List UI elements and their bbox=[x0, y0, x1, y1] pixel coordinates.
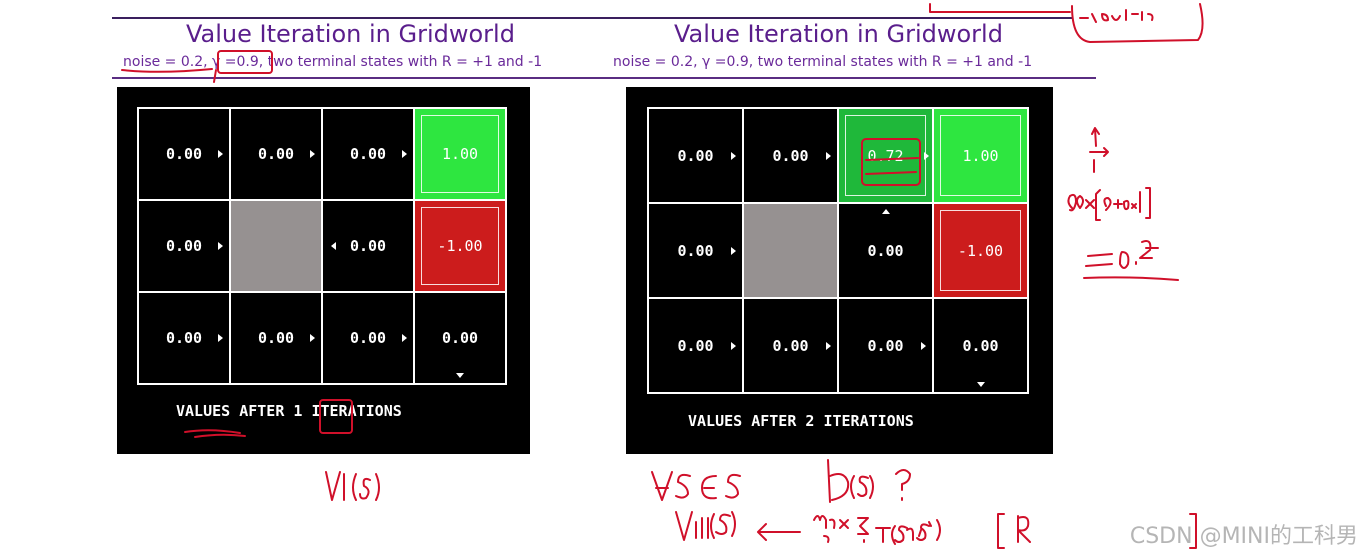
arrow-right-icon bbox=[826, 151, 831, 160]
arrow-down-icon bbox=[456, 373, 464, 378]
cell-r0c0: 0.00 bbox=[139, 109, 229, 199]
slide1-title: Value Iteration in Gridworld bbox=[186, 20, 515, 48]
slide2-gridworld-panel: 0.00 0.00 0.72 1.00 0.00 0.00 -1.00 0.00… bbox=[626, 87, 1053, 454]
arrow-right-icon bbox=[310, 150, 315, 158]
arrow-right-icon bbox=[731, 151, 736, 160]
arrow-up-icon bbox=[881, 209, 890, 214]
arrow-right-icon bbox=[924, 151, 929, 160]
bottom-rule bbox=[112, 77, 1096, 79]
slide2-caption: VALUES AFTER 2 ITERATIONS bbox=[688, 412, 914, 430]
arrow-left-icon bbox=[331, 242, 336, 250]
cell-wall bbox=[231, 201, 321, 291]
slide1-grid: 0.00 0.00 0.00 1.00 0.00 0.00 -1.00 0.00… bbox=[137, 107, 507, 385]
cell-r0c1: 0.00 bbox=[744, 109, 837, 202]
top-rule bbox=[112, 17, 1072, 19]
arrow-right-icon bbox=[218, 242, 223, 250]
cell-r0c0: 0.00 bbox=[649, 109, 742, 202]
cell-pit: -1.00 bbox=[415, 201, 505, 291]
cell-wall bbox=[744, 204, 837, 297]
arrow-right-icon bbox=[921, 341, 926, 350]
cell-r1c0: 0.00 bbox=[649, 204, 742, 297]
cell-r1c0: 0.00 bbox=[139, 201, 229, 291]
arrow-right-icon bbox=[731, 341, 736, 350]
slide1-caption: VALUES AFTER 1 ITERATIONS bbox=[176, 402, 402, 420]
cell-r1c2: 0.00 bbox=[323, 201, 413, 291]
slide1-subtitle: noise = 0.2, γ =0.9, two terminal states… bbox=[123, 54, 543, 70]
slide2-grid: 0.00 0.00 0.72 1.00 0.00 0.00 -1.00 0.00… bbox=[647, 107, 1029, 394]
cell-r2c0: 0.00 bbox=[139, 293, 229, 383]
cell-r0c2: 0.72 bbox=[839, 109, 932, 202]
cell-r1c2: 0.00 bbox=[839, 204, 932, 297]
cell-r2c1: 0.00 bbox=[231, 293, 321, 383]
cell-r2c3: 0.00 bbox=[415, 293, 505, 383]
arrow-right-icon bbox=[826, 341, 831, 350]
cell-r2c0: 0.00 bbox=[649, 299, 742, 392]
cell-r2c1: 0.00 bbox=[744, 299, 837, 392]
arrow-right-icon bbox=[218, 334, 223, 342]
cell-goal: 1.00 bbox=[934, 109, 1027, 202]
cell-r2c2: 0.00 bbox=[839, 299, 932, 392]
cell-r2c2: 0.00 bbox=[323, 293, 413, 383]
cell-pit: -1.00 bbox=[934, 204, 1027, 297]
slide2-title: Value Iteration in Gridworld bbox=[674, 20, 1003, 48]
arrow-right-icon bbox=[731, 246, 736, 255]
slide1-gridworld-panel: 0.00 0.00 0.00 1.00 0.00 0.00 -1.00 0.00… bbox=[117, 87, 530, 454]
arrow-right-icon bbox=[310, 334, 315, 342]
cell-goal: 1.00 bbox=[415, 109, 505, 199]
arrow-right-icon bbox=[402, 334, 407, 342]
slide2-subtitle: noise = 0.2, γ =0.9, two terminal states… bbox=[613, 54, 1033, 70]
arrow-right-icon bbox=[402, 150, 407, 158]
arrow-down-icon bbox=[976, 382, 985, 387]
cell-r2c3: 0.00 bbox=[934, 299, 1027, 392]
watermark: CSDN @MINI的工科男 bbox=[1129, 524, 1358, 549]
arrow-right-icon bbox=[218, 150, 223, 158]
cell-r0c1: 0.00 bbox=[231, 109, 321, 199]
cell-r0c2: 0.00 bbox=[323, 109, 413, 199]
